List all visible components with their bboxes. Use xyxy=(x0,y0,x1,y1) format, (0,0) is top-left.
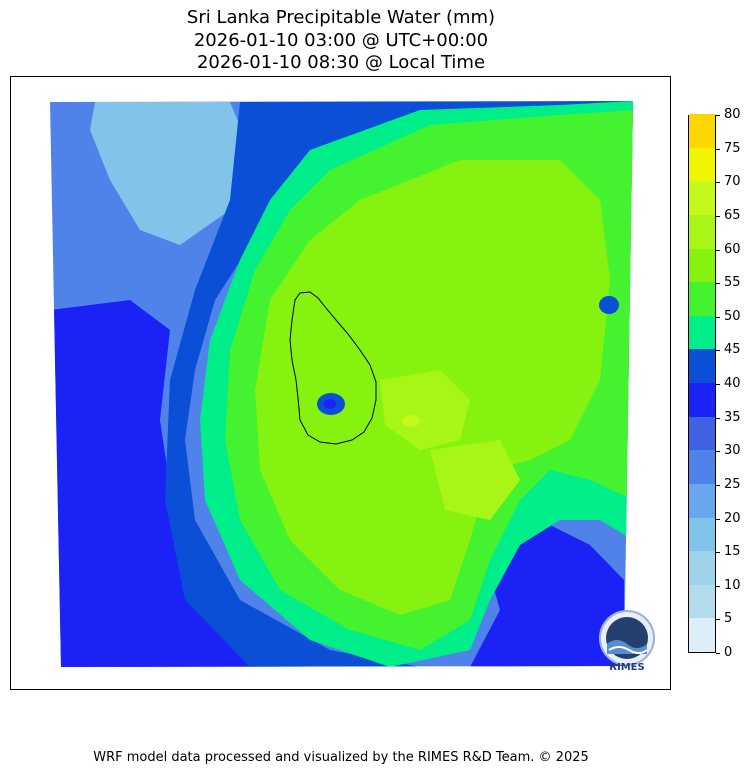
colorbar-segment xyxy=(689,416,715,451)
colorbar-tick xyxy=(716,484,720,486)
colorbar-tick xyxy=(716,619,720,621)
footer-credit: WRF model data processed and visualized … xyxy=(93,750,589,765)
yellow-spot xyxy=(402,415,420,427)
dark-blue-band xyxy=(165,101,633,667)
colorbar-segment xyxy=(689,617,715,652)
colorbar-tick-label: 60 xyxy=(724,241,741,257)
colorbar-segment xyxy=(689,449,715,484)
colorbar-tick xyxy=(716,518,720,520)
colorbar-tick xyxy=(716,215,720,217)
colorbar-tick xyxy=(716,350,720,352)
colorbar-segment xyxy=(689,281,715,316)
yellowgreen-patch-south xyxy=(430,440,520,520)
colorbar-segment xyxy=(689,315,715,350)
colorbar-tick xyxy=(716,249,720,251)
deep-blue-region-west xyxy=(50,300,330,667)
colorbar-tick-label: 15 xyxy=(724,544,741,560)
colorbar-segment xyxy=(689,180,715,215)
colorbar-tick xyxy=(716,283,720,285)
title-line-2: 2026-01-10 03:00 @ UTC+00:00 xyxy=(193,30,489,51)
colorbar-tick-label: 70 xyxy=(724,174,741,190)
colorbar-tick xyxy=(716,148,720,150)
sri-lanka-coastline xyxy=(289,291,377,445)
colorbar-tick xyxy=(716,552,720,554)
colorbar xyxy=(688,113,716,653)
colorbar-tick-label: 50 xyxy=(724,308,741,324)
blue-spot-core xyxy=(324,399,336,409)
colorbar-tick xyxy=(716,585,720,587)
colorbar-tick-label: 0 xyxy=(724,645,733,660)
yellowgreen-patch xyxy=(380,370,470,450)
colorbar-segment xyxy=(689,113,715,148)
colorbar-tick-label: 10 xyxy=(724,577,741,593)
colorbar-tick-label: 25 xyxy=(724,476,741,492)
colorbar-segment xyxy=(689,348,715,383)
title-line-1: Sri Lanka Precipitable Water (mm) xyxy=(186,7,496,28)
colorbar-tick xyxy=(716,417,720,419)
colorbar-tick-label: 80 xyxy=(724,107,741,122)
blue-spot-east xyxy=(599,296,619,314)
low-water-region xyxy=(90,102,250,245)
title-line-3: 2026-01-10 08:30 @ Local Time xyxy=(196,52,486,73)
colorbar-tick xyxy=(716,316,720,318)
colorbar-tick-label: 55 xyxy=(724,275,741,291)
rimes-logo: RIMES xyxy=(597,610,657,676)
colorbar-tick-label: 75 xyxy=(724,140,741,156)
colorbar-tick xyxy=(716,182,720,184)
colorbar-tick xyxy=(716,384,720,385)
colorbar-tick-label: 40 xyxy=(724,376,741,391)
colorbar-segment xyxy=(689,214,715,249)
colorbar-tick-label: 35 xyxy=(724,409,741,425)
colorbar-segment xyxy=(689,584,715,619)
colorbar-tick-label: 65 xyxy=(724,207,741,223)
colorbar-tick xyxy=(716,115,720,116)
colorbar-tick xyxy=(716,451,720,453)
colorbar-segment xyxy=(689,147,715,182)
colorbar-segment xyxy=(689,517,715,552)
colorbar-segment xyxy=(689,382,715,417)
logo-label: RIMES xyxy=(609,662,645,673)
colorbar-tick-label: 20 xyxy=(724,510,741,526)
colorbar-tick-label: 30 xyxy=(724,443,741,459)
colorbar-tick xyxy=(716,653,720,654)
colorbar-tick-label: 45 xyxy=(724,342,741,358)
colorbar-segment xyxy=(689,248,715,283)
colorbar-segment xyxy=(689,483,715,518)
colorbar-tick-label: 5 xyxy=(724,611,733,627)
colorbar-segment xyxy=(689,550,715,585)
rimes-logo-icon xyxy=(599,610,655,666)
